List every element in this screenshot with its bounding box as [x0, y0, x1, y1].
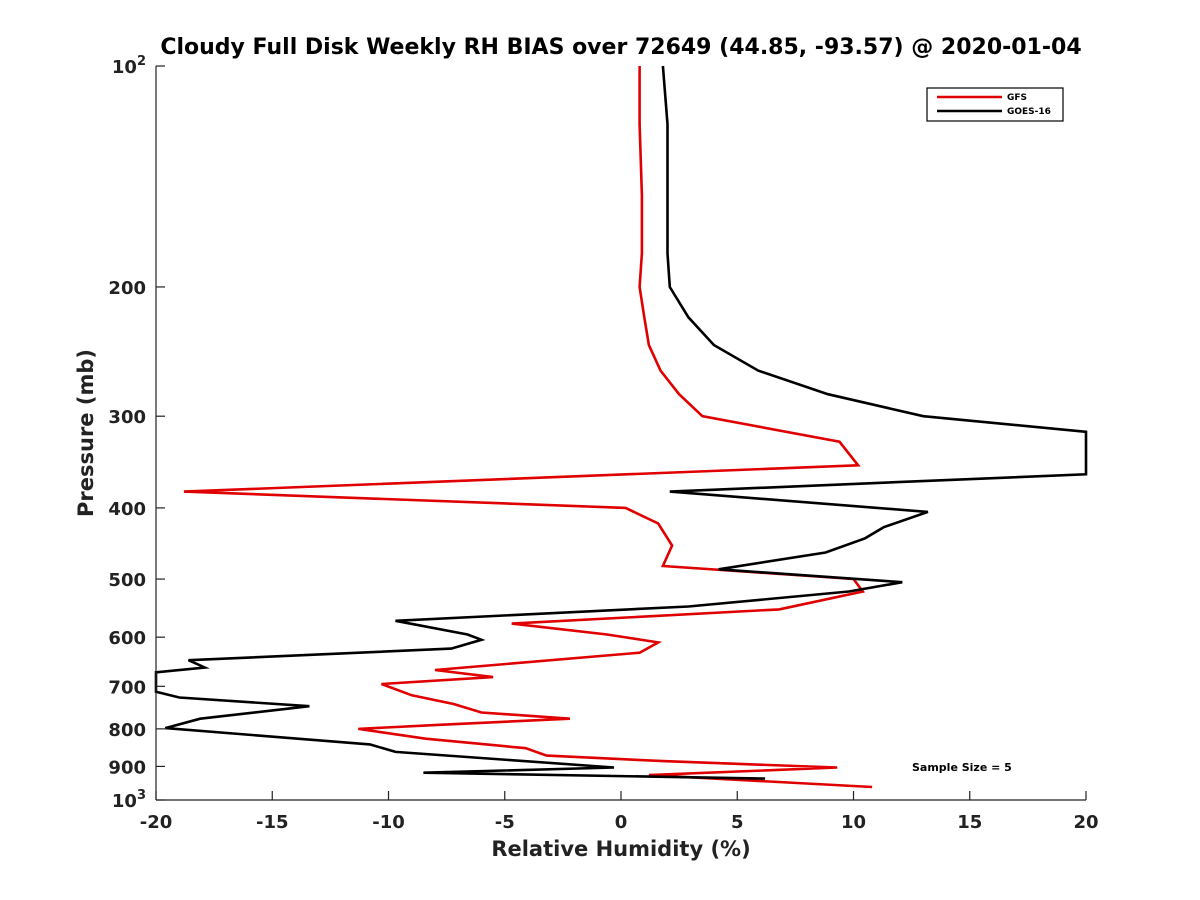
y-tick-label: 102: [112, 54, 146, 78]
y-tick-label: 400: [108, 499, 146, 520]
chart-title: Cloudy Full Disk Weekly RH BIAS over 726…: [160, 35, 1081, 60]
x-tick-label: -10: [372, 812, 405, 833]
y-tick-label: 500: [108, 570, 146, 591]
x-tick-label: 15: [957, 812, 982, 833]
series-layer: [154, 65, 1088, 789]
x-tick-label: 5: [731, 812, 744, 833]
legend-label-goes16: GOES-16: [1007, 107, 1051, 117]
y-tick-label: 200: [108, 278, 146, 299]
y-axis-label: Pressure (mb): [74, 349, 98, 517]
ticks-layer: -20 -15 -10 -5 0 5 10 15 20 102 200 300 400 500 600 700…: [108, 54, 1098, 833]
x-tick-label: -20: [140, 812, 173, 833]
y-tick-label: 800: [108, 720, 146, 741]
y-tick-label: 600: [108, 628, 146, 649]
x-tick-label: 10: [841, 812, 866, 833]
y-tick-label: 103: [112, 788, 146, 812]
sample-size-annotation: Sample Size = 5: [912, 761, 1012, 774]
series-line-gfs: [183, 66, 873, 789]
y-tick-label: 700: [108, 677, 146, 698]
legend-label-gfs: GFS: [1007, 93, 1027, 103]
x-tick-label: -5: [495, 812, 515, 833]
legend-box: [926, 87, 1064, 122]
x-tick-label: 20: [1073, 812, 1098, 833]
x-tick-label: 0: [615, 812, 628, 833]
x-axis-label: Relative Humidity (%): [491, 837, 750, 861]
legend: GFS GOES-16: [926, 87, 1064, 122]
x-tick-label: -15: [256, 812, 289, 833]
y-tick-label: 900: [108, 757, 146, 778]
y-tick-label: 300: [108, 407, 146, 428]
series-line-goes16: [154, 65, 1088, 780]
